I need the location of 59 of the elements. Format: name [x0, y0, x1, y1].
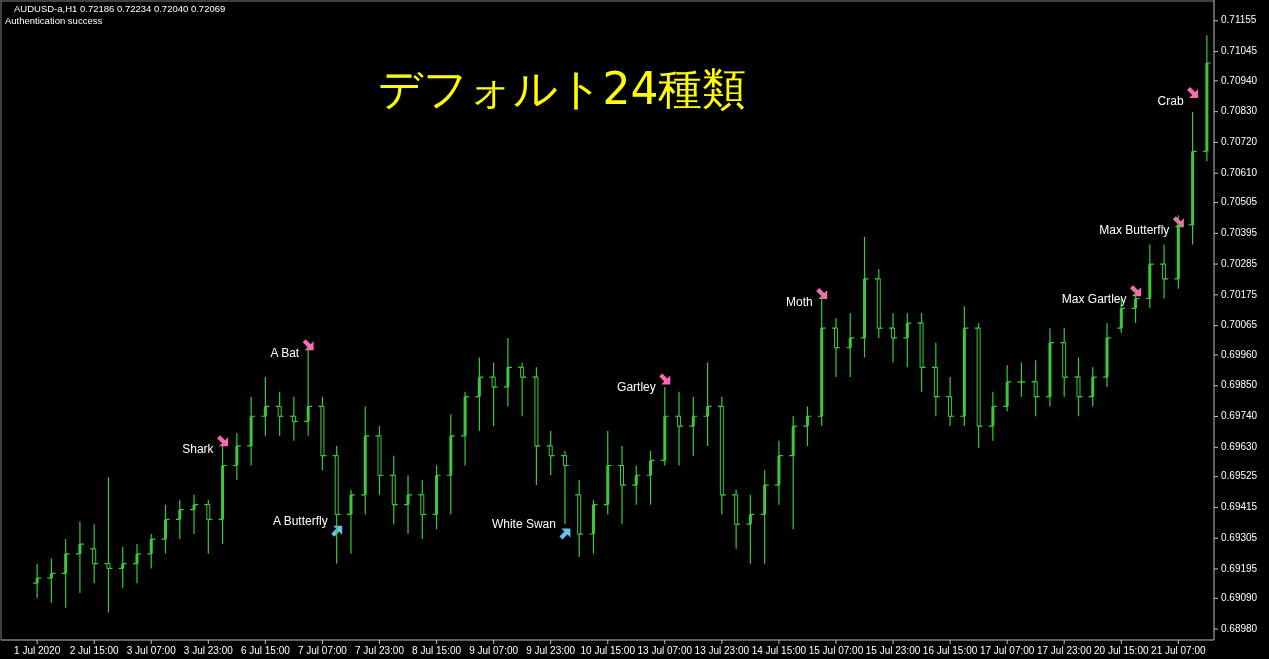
x-tick-label: 6 Jul 15:00 [240, 645, 291, 656]
y-tick-label: 0.69525 [1221, 470, 1258, 482]
x-tick-label: 3 Jul 07:00 [126, 645, 177, 656]
y-tick-label: 0.70830 [1221, 105, 1258, 117]
y-tick-label: 0.69630 [1221, 440, 1258, 452]
annotation: Max Butterfly [1099, 223, 1170, 238]
point [302, 339, 314, 351]
y-tick-label: 0.70720 [1221, 136, 1258, 148]
x-tick-label: 8 Jul 15:00 [412, 645, 462, 656]
y-tick-label: 0.68980 [1221, 622, 1258, 634]
x-tick-label: 7 Jul 23:00 [355, 645, 405, 656]
x-tick-label: 1 Jul 2020 [14, 645, 61, 656]
annotation: A Butterfly [273, 514, 328, 529]
x-tick-label: 3 Jul 23:00 [183, 645, 234, 656]
point [559, 528, 571, 540]
annotation: Authentication success [5, 15, 103, 26]
annotation: Moth [786, 294, 813, 309]
point [659, 373, 671, 385]
point [217, 435, 229, 447]
y-tick-label: 0.70065 [1221, 319, 1258, 331]
x-tick-label: 13 Jul 23:00 [694, 645, 750, 656]
y-tick-label: 0.70610 [1221, 166, 1258, 178]
y-tick-label: 0.69740 [1221, 410, 1258, 422]
x-tick-label: 2 Jul 15:00 [69, 645, 120, 656]
y-tick-label: 0.71155 [1221, 14, 1257, 26]
annotation: White Swan [491, 517, 556, 532]
x-tick-label: 17 Jul 07:00 [979, 645, 1035, 656]
x-tick-label: 7 Jul 07:00 [297, 645, 348, 656]
y-tick-label: 0.69850 [1221, 379, 1258, 391]
x-tick-label: 15 Jul 23:00 [865, 645, 921, 656]
x-tick-label: 15 Jul 07:00 [808, 645, 864, 656]
point [1187, 86, 1199, 98]
y-tick-label: 0.70175 [1221, 288, 1258, 300]
y-tick-label: 0.69960 [1221, 348, 1258, 360]
annotation: AUDUSD-a,H1 0.72186 0.72234 0.72040 0.72069 [14, 3, 226, 14]
annotation: Max Gartley [1061, 291, 1127, 306]
y-tick-label: 0.70505 [1221, 196, 1258, 208]
x-tick-label: 13 Jul 07:00 [637, 645, 693, 656]
annotation: Shark [182, 442, 215, 457]
y-tick-label: 0.69090 [1221, 591, 1258, 603]
y-tick-label: 0.69195 [1221, 562, 1258, 574]
x-tick-label: 21 Jul 07:00 [1151, 645, 1207, 656]
x-tick-label: 16 Jul 15:00 [922, 645, 978, 656]
y-tick-label: 0.71045 [1221, 45, 1258, 57]
y-tick-label: 0.70285 [1221, 257, 1258, 269]
x-tick-label: 17 Jul 23:00 [1036, 645, 1092, 656]
annotation: A Bat [270, 345, 300, 360]
x-tick-label: 14 Jul 15:00 [751, 645, 807, 656]
annotation: Gartley [617, 380, 656, 395]
x-tick-label: 10 Jul 15:00 [580, 645, 636, 656]
y-tick-label: 0.70940 [1221, 74, 1258, 86]
y-tick-label: 0.69415 [1221, 501, 1258, 513]
y-tick-label: 0.70395 [1221, 226, 1258, 238]
x-tick-label: 9 Jul 07:00 [469, 645, 519, 656]
annotation: Crab [1157, 93, 1184, 108]
x-tick-label: 20 Jul 15:00 [1094, 645, 1149, 656]
y-tick-label: 0.69305 [1221, 531, 1258, 543]
text: デフォルト24種類 [377, 63, 747, 114]
x-tick-label: 9 Jul 23:00 [526, 645, 576, 656]
